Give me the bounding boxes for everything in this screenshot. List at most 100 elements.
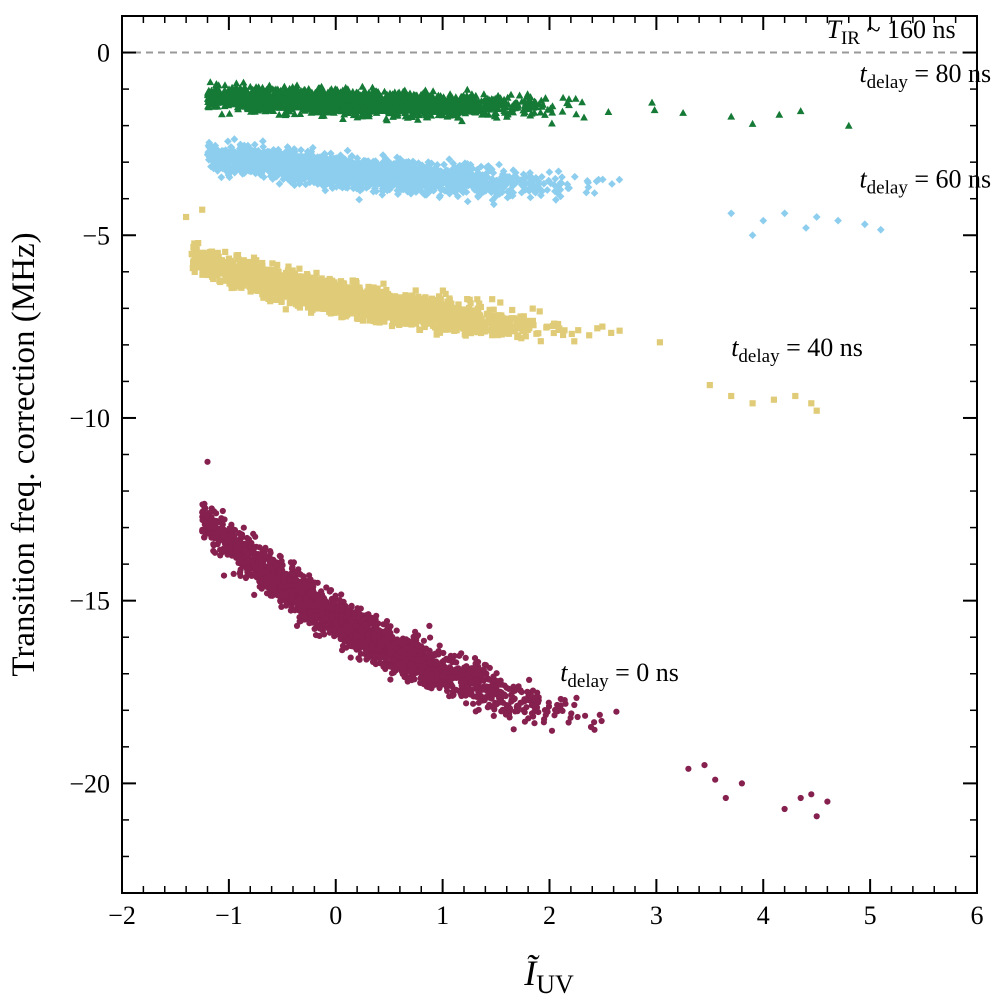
data-point [269,557,276,564]
data-point [517,699,524,706]
data-point [195,240,202,247]
data-point [206,530,213,537]
data-point [238,279,246,286]
data-point [270,573,277,580]
data-point [375,646,382,653]
data-point [478,672,485,679]
data-point [217,546,224,553]
data-point [302,273,309,281]
data-point [562,700,569,707]
data-point [334,308,342,315]
data-point [226,525,233,532]
data-point [274,268,281,275]
data-point [473,323,480,330]
data-point [459,667,466,675]
data-point [204,458,211,465]
data-point [519,324,526,331]
data-point [297,293,304,300]
data-point [390,294,397,301]
data-point [475,706,482,713]
data-point [510,726,517,733]
data-point [417,317,425,324]
data-point [309,306,316,314]
data-point [284,267,291,274]
data-point [244,551,251,558]
data-point [290,285,297,292]
data-point [464,684,472,691]
data-point [494,332,501,339]
data-point [199,206,206,213]
data-point [568,330,575,337]
data-point [426,650,433,657]
data-point [412,307,419,314]
data-point [442,290,449,297]
data-point [262,270,269,277]
data-point [263,580,270,587]
data-point [235,542,242,549]
data-point [386,310,393,317]
data-point [480,677,487,684]
data-point [375,620,382,627]
data-point [357,626,364,634]
data-point [781,805,788,813]
data-point [529,305,536,312]
data-point [401,674,408,681]
data-point [340,632,347,639]
data-point [307,576,314,583]
data-point [281,278,288,285]
data-point [329,613,336,621]
data-point [214,249,221,256]
data-point [353,293,360,300]
data-point [482,322,489,329]
data-point [210,541,217,548]
data-point [222,262,229,269]
data-point [309,589,316,596]
data-point [406,312,413,319]
series-2-points [203,135,885,240]
data-point [228,284,235,292]
data-point [246,569,253,577]
data-point [436,642,443,649]
data-point [199,508,207,515]
data-point [616,327,623,334]
data-point [314,601,321,609]
data-point [397,660,404,668]
data-point [298,590,305,597]
data-point [509,693,516,700]
data-point [291,598,299,605]
data-point [484,704,491,711]
data-point [511,687,518,694]
data-point [313,269,320,276]
data-point [380,280,387,287]
data-point [399,635,407,642]
data-point [489,691,496,698]
data-point [258,585,265,592]
data-point [557,695,564,703]
data-point [312,612,319,619]
data-point [559,707,566,715]
data-point [701,762,708,769]
data-point [458,682,465,689]
data-point [361,621,368,628]
data-point [430,305,437,313]
data-point [571,338,578,345]
data-point [501,691,508,698]
data-point [478,315,485,322]
data-point [529,687,537,694]
data-point [317,289,324,296]
data-point [472,671,479,678]
data-point [613,708,620,715]
data-point [398,668,406,675]
data-point [302,584,309,591]
data-point [433,676,440,684]
data-point [364,647,371,654]
data-point [429,665,436,672]
data-point [586,332,593,339]
data-point [456,652,463,659]
data-point [238,532,245,540]
data-point [404,318,411,325]
data-point [598,717,605,725]
data-point [531,720,538,727]
data-point [199,501,206,508]
